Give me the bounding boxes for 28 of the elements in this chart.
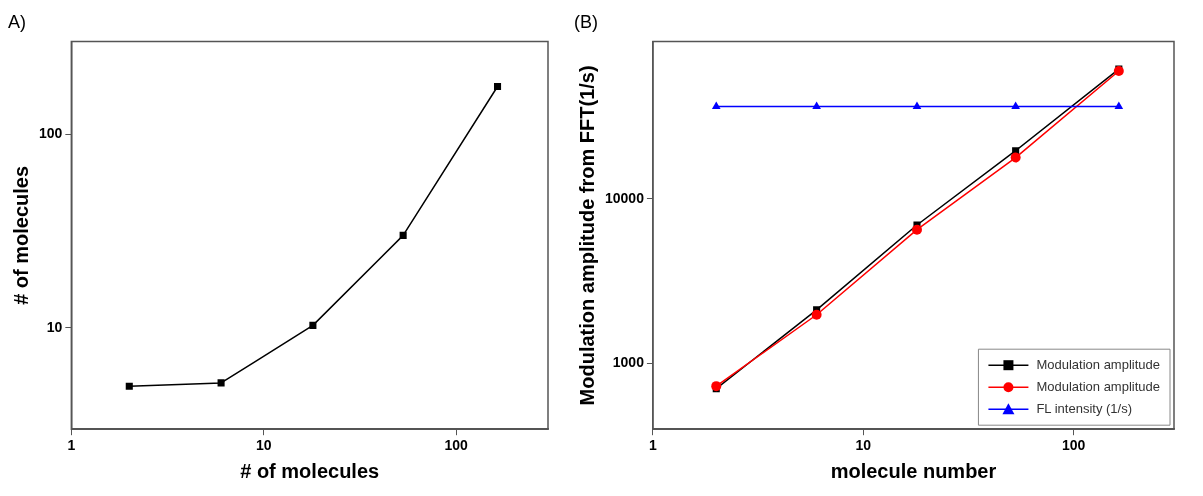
point xyxy=(711,101,721,109)
chart-title: A) xyxy=(8,11,26,32)
x-tick-label: 100 xyxy=(1061,437,1086,454)
x-axis-title: molecule number xyxy=(830,459,997,482)
x-tick-label: 10 xyxy=(255,437,272,454)
point xyxy=(125,382,133,390)
point xyxy=(309,321,317,329)
point xyxy=(812,101,821,109)
point xyxy=(494,82,502,91)
legend-label: Modulation amplitude xyxy=(1036,356,1160,372)
point xyxy=(711,381,722,392)
y-tick-label: 1000 xyxy=(612,354,645,371)
y-axis-title: Modulation amplitude from FFT(1/s) xyxy=(575,65,598,406)
x-tick-label: 10 xyxy=(855,437,872,454)
x-tick-label: 1 xyxy=(67,437,76,454)
x-tick-label: 100 xyxy=(444,437,469,454)
x-axis-title: # of molecules xyxy=(240,459,380,482)
point xyxy=(811,309,822,320)
y-axis-title: # of molecules xyxy=(9,165,32,305)
x-tick-label: 1 xyxy=(649,437,658,454)
y-tick-label: 10000 xyxy=(604,189,645,206)
point xyxy=(1114,101,1124,109)
legend-label: Modulation amplitude xyxy=(1036,378,1160,394)
chart-title: (B) xyxy=(574,11,598,32)
point xyxy=(911,224,922,235)
legend-label: FL intensity (1/s) xyxy=(1036,400,1133,416)
point xyxy=(217,379,225,387)
point xyxy=(912,101,922,109)
